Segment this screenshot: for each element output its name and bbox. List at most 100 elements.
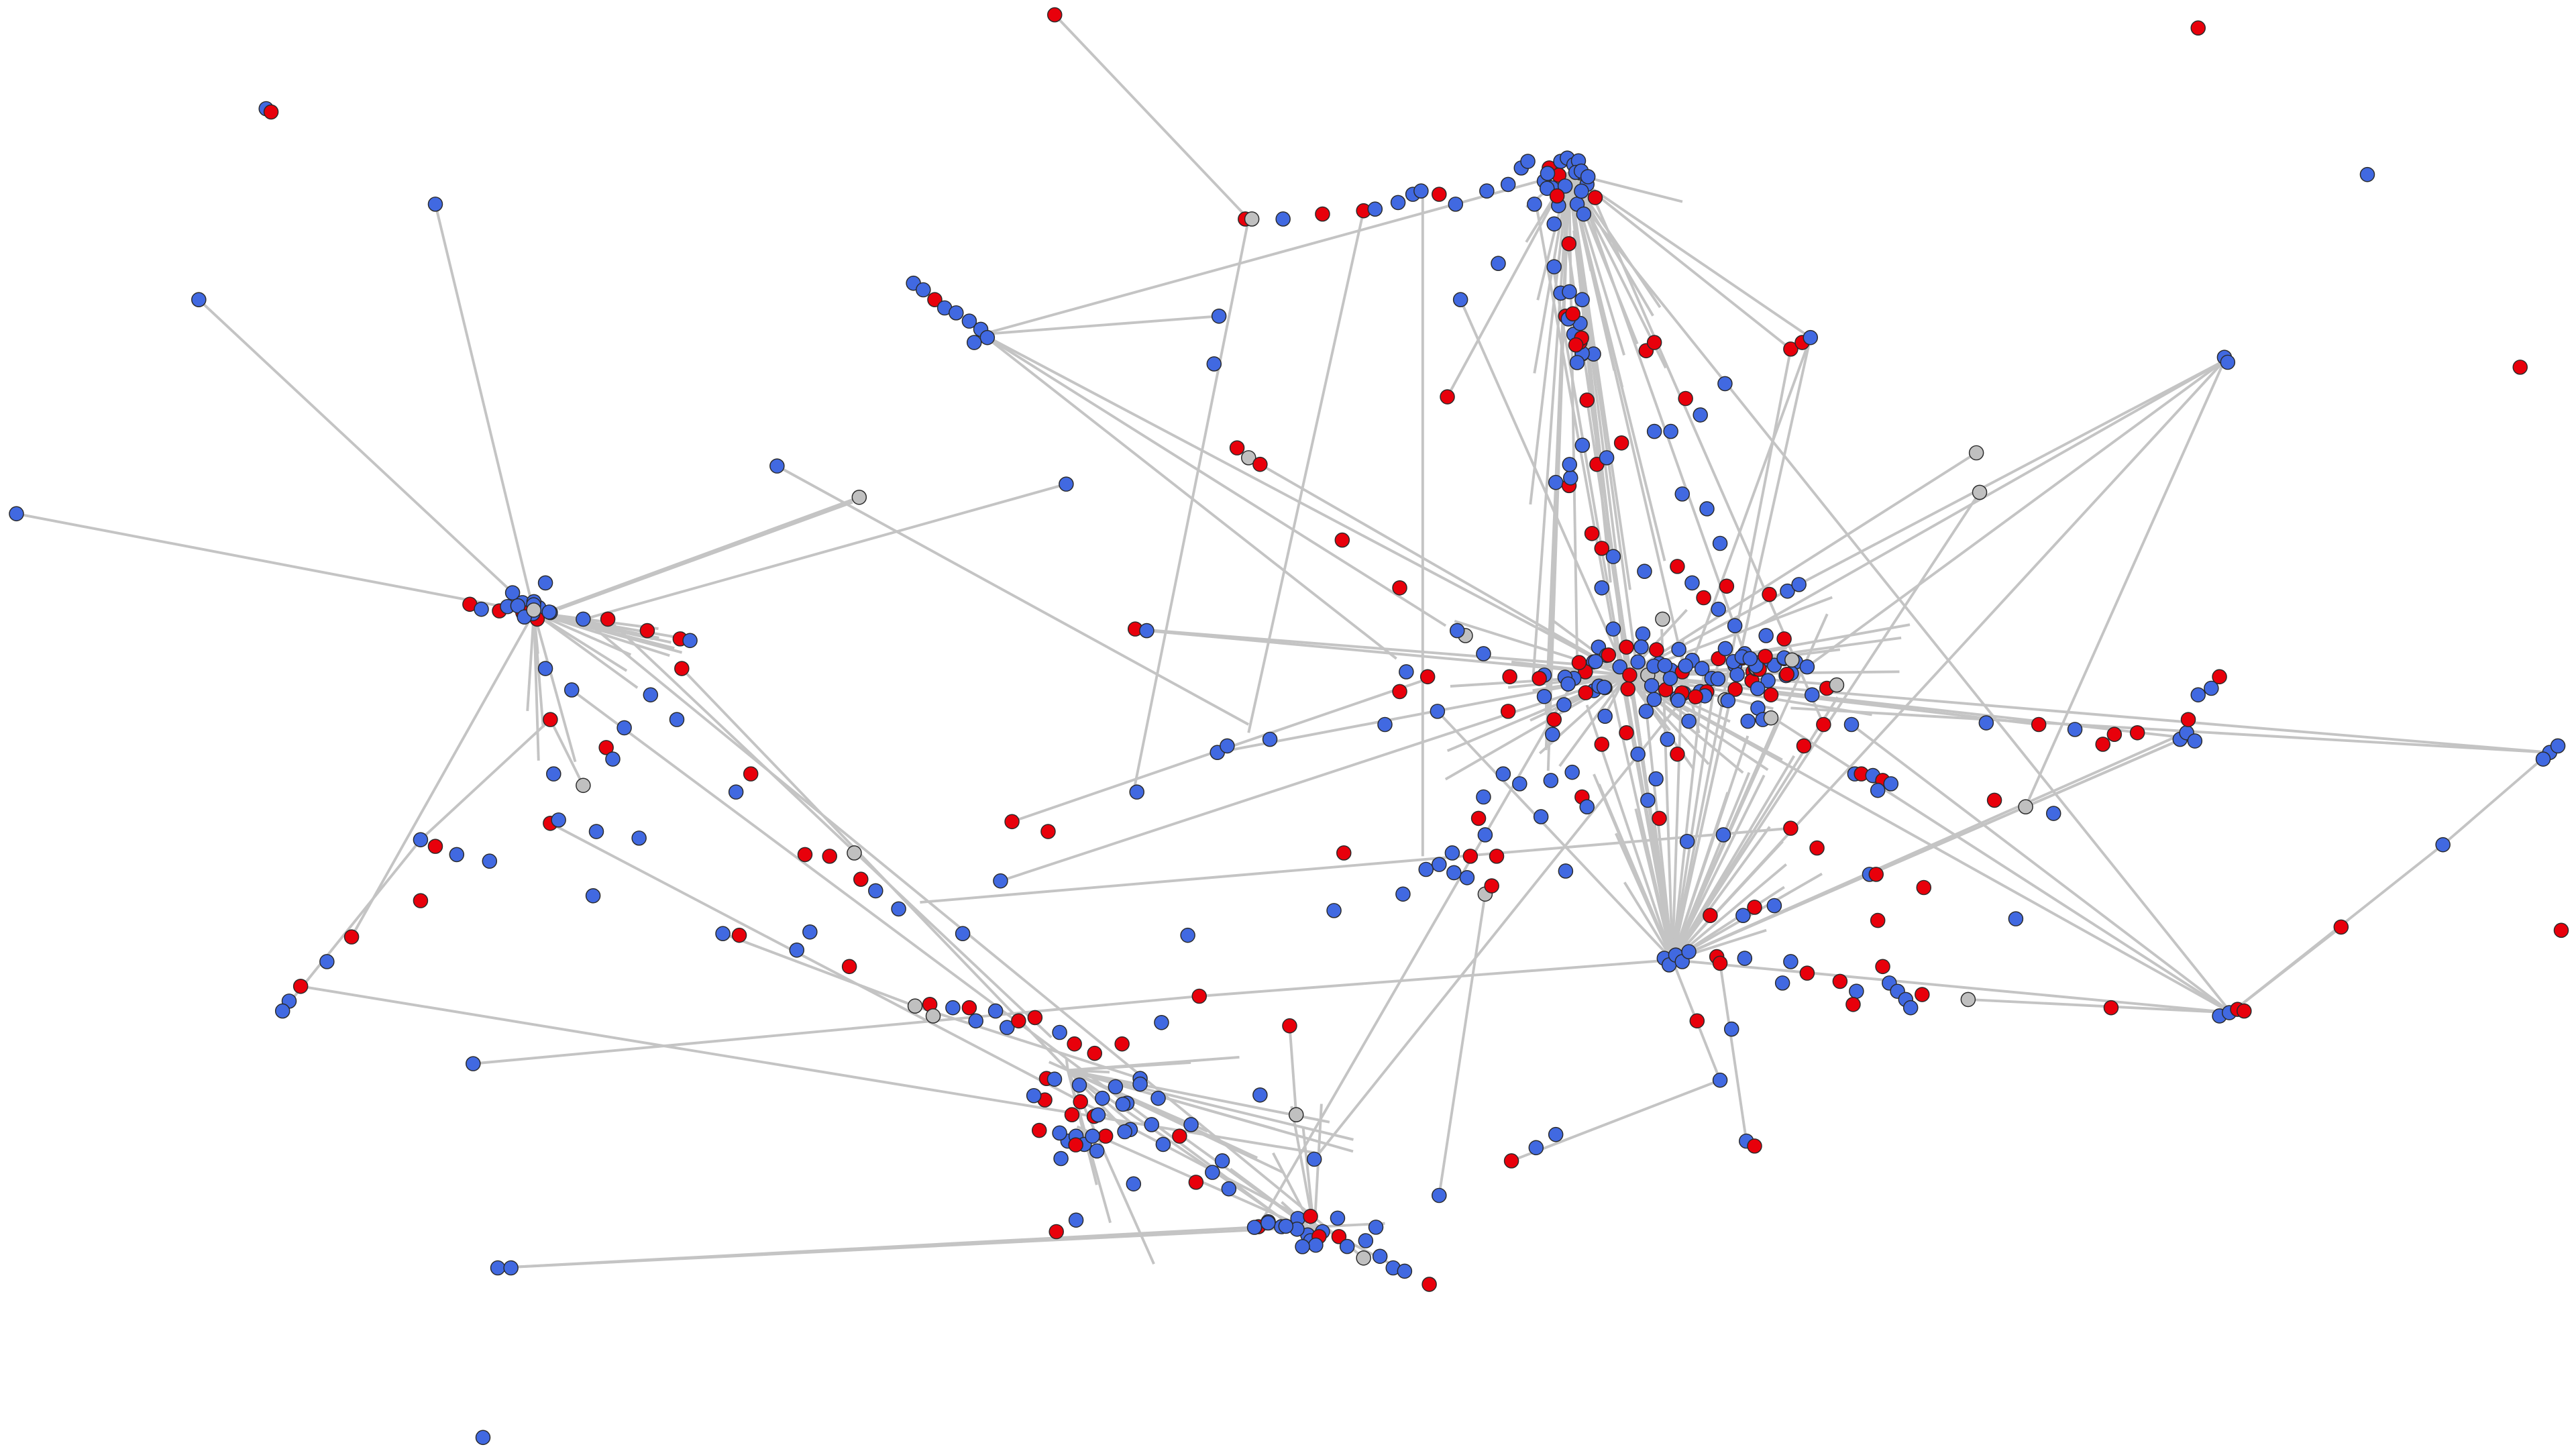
graph-edge (982, 315, 1220, 336)
graph-node (949, 305, 964, 321)
graph-node (1655, 611, 1670, 627)
graph-node (1421, 1277, 1437, 1292)
graph-node (1735, 908, 1751, 924)
graph-node (1916, 879, 1932, 896)
graph-node (1392, 580, 1407, 596)
graph-node (1540, 166, 1556, 181)
graph-node (1071, 1077, 1087, 1093)
graph-node (1809, 840, 1825, 856)
graph-edge (1511, 660, 1627, 677)
graph-node (669, 712, 685, 727)
graph-node (1520, 154, 1536, 169)
graph-edge (2025, 736, 2186, 808)
graph-edge (590, 625, 1364, 1259)
graph-node (643, 687, 659, 703)
graph-edge (1067, 1055, 1240, 1072)
graph-edge (1067, 1069, 1330, 1124)
graph-node (1432, 857, 1447, 872)
graph-edge (549, 822, 1405, 1273)
graph-edge (1968, 998, 2231, 1014)
graph-node (1580, 169, 1596, 184)
graph-edge (1671, 863, 1787, 961)
graph-node (2187, 733, 2203, 749)
graph-node (1368, 1220, 1384, 1235)
graph-node (1729, 667, 1745, 682)
graph-edge (1554, 172, 1570, 515)
graph-node (2237, 1003, 2252, 1019)
graph-node (1205, 1165, 1220, 1180)
graph-node (2212, 669, 2227, 685)
graph-node (1180, 927, 1195, 943)
graph-node (1579, 799, 1595, 815)
graph-node (1288, 1107, 1304, 1123)
graph-edge (1532, 172, 1570, 680)
graph-edge (1199, 959, 1673, 998)
graph-node (1681, 944, 1697, 960)
graph-node (1561, 235, 1577, 252)
graph-edge (533, 611, 639, 689)
graph-node (263, 104, 279, 120)
graph-node (1275, 211, 1291, 227)
graph-node (1040, 824, 1056, 839)
graph-node (1727, 682, 1743, 697)
graph-node (503, 1260, 519, 1276)
graph-node (968, 1013, 983, 1029)
graph-edge (350, 612, 535, 938)
graph-node (1004, 814, 1020, 830)
graph-node (1638, 704, 1654, 719)
graph-node (1747, 1138, 1762, 1154)
graph-node (1532, 670, 1547, 686)
graph-node (1747, 900, 1762, 915)
graph-node (2018, 799, 2033, 815)
graph-edge (497, 1225, 1265, 1269)
graph-node (1630, 746, 1646, 762)
graph-edge (606, 618, 1053, 1038)
graph-edge (1000, 674, 1627, 883)
graph-node (674, 661, 690, 676)
graph-node (1543, 773, 1559, 788)
graph-node (1068, 1137, 1083, 1152)
graph-node (1587, 190, 1603, 205)
graph-node (1870, 912, 1886, 928)
graph-node (1392, 684, 1407, 700)
graph-node (1569, 355, 1585, 370)
graph-node (2553, 922, 2569, 938)
graph-node (576, 777, 591, 794)
graph-node (600, 611, 616, 627)
graph-node (343, 929, 360, 945)
graph-node (925, 1008, 941, 1024)
graph-node (1448, 197, 1464, 212)
graph-node (1804, 687, 1820, 703)
graph-node (1635, 626, 1651, 642)
graph-node (1356, 1250, 1371, 1266)
graph-node (1470, 810, 1487, 826)
graph-node (1594, 580, 1610, 596)
graph-node (1502, 669, 1517, 685)
graph-node (1630, 654, 1646, 670)
graph-edge (1568, 172, 1667, 369)
graph-node (868, 883, 883, 899)
graph-node (1703, 908, 1718, 924)
graph-edge (1568, 172, 1811, 339)
graph-node (1220, 738, 1235, 754)
graph-edge (1671, 826, 1771, 961)
graph-node (961, 313, 977, 329)
graph-node (1108, 1079, 1124, 1095)
graph-edge (2230, 926, 2342, 1014)
graph-node (1870, 782, 1886, 798)
graph-edge (1637, 632, 1674, 961)
graph-node (2095, 737, 2110, 752)
graph-node (907, 998, 923, 1014)
graph-node (1578, 685, 1594, 700)
graph-edge (557, 500, 853, 611)
graph-node (1358, 1233, 1374, 1248)
graph-node (979, 329, 996, 345)
graph-node (1663, 423, 1678, 439)
graph-edge (722, 932, 916, 1008)
graph-node (1500, 176, 1516, 193)
graph-node (1155, 1136, 1171, 1152)
graph-edge (1567, 172, 1701, 734)
graph-node (1027, 1010, 1043, 1026)
graph-edge (1438, 894, 1487, 1196)
graph-node (1715, 827, 1731, 843)
